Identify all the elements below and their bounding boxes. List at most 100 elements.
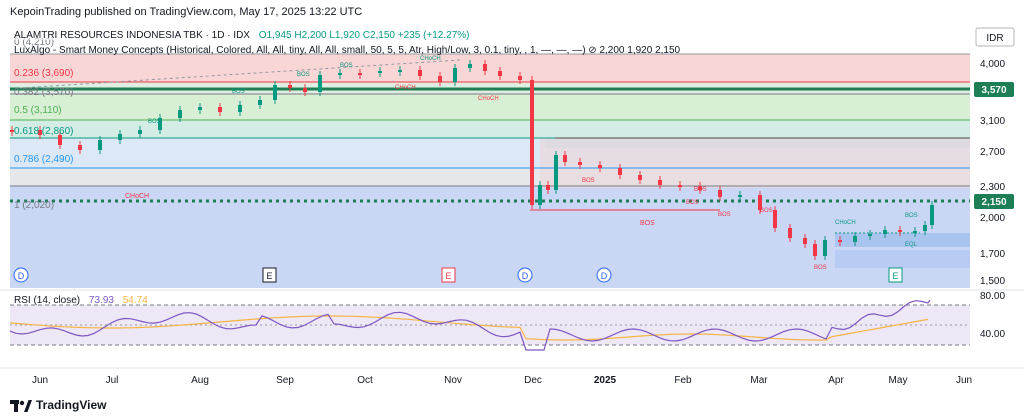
smc-label: BOS: [760, 208, 773, 214]
price-tick: 1,700: [980, 249, 1005, 260]
dividend-marker[interactable]: [13, 267, 29, 283]
smc-label: BOS: [694, 187, 707, 193]
marker-letter: E: [266, 271, 272, 281]
publish-header: KepoinTrading published on TradingView.c…: [0, 0, 1024, 26]
price-tick: 3,100: [980, 116, 1005, 127]
smc-label: CHoCH: [835, 220, 856, 226]
price-tick: 1,500: [980, 276, 1005, 287]
candle-body: [518, 76, 522, 80]
candle-body: [853, 236, 857, 242]
time-tick: Aug: [191, 375, 209, 386]
fib-label-0618: 0.618 (2,860): [14, 126, 74, 137]
smc-label: CHoCH: [395, 85, 416, 91]
candle-body: [738, 195, 742, 197]
price-badge-label: 3,570: [981, 85, 1006, 96]
time-tick: Apr: [828, 375, 844, 386]
time-tick: Mar: [750, 375, 768, 386]
fib-band-1-1618: [10, 186, 970, 288]
candle-body: [773, 210, 777, 228]
earnings-marker[interactable]: [888, 267, 903, 283]
candles-group: [10, 60, 934, 260]
smc-label: BOS: [814, 265, 827, 271]
price-tick: 2,300: [980, 182, 1005, 193]
candle-body: [58, 135, 62, 145]
candle-body: [198, 107, 202, 110]
fib-label-05: 0.5 (3,110): [14, 105, 62, 116]
smc-label: EQL: [905, 242, 918, 248]
demand-zone: [835, 233, 970, 247]
ohlc-values: O1,945 H2,200 L1,920 C2,150 +235 (+12.27…: [259, 30, 470, 41]
fib-band-05-0618: [10, 120, 970, 138]
smc-label: CHoCH: [478, 96, 499, 102]
time-tick: Feb: [674, 375, 692, 386]
rsi-line: [9, 299, 931, 351]
candle-body: [418, 70, 422, 76]
smc-label: BOS: [905, 213, 918, 219]
candle-body: [303, 88, 307, 92]
candle-body: [498, 71, 502, 76]
candle-body: [898, 230, 902, 232]
currency-button[interactable]: [975, 27, 1015, 47]
symbol-name: ALAMTRI RESOURCES INDONESIA TBK · 1D · I…: [14, 30, 250, 41]
candle-body: [598, 165, 602, 168]
smc-labels: BOS BOS BOS BOS CHoCH CHoCH CHoCH BOS BO…: [125, 56, 918, 271]
price-tick: 2,700: [980, 147, 1005, 158]
candle-body: [618, 168, 622, 175]
earnings-marker[interactable]: [262, 267, 277, 283]
rsi-value: 73.93: [89, 295, 114, 306]
candle-body: [178, 110, 182, 118]
price-axis[interactable]: [972, 26, 1024, 288]
candle-body: [468, 64, 472, 68]
earnings-marker[interactable]: [441, 267, 456, 283]
candle-body: [913, 231, 917, 233]
candle-body: [378, 71, 382, 73]
rsi-legend[interactable]: RSI (14, close) 73.93 54.74: [14, 295, 148, 306]
fib-label-0786: 0.786 (2,490): [14, 154, 74, 165]
candle-body: [788, 228, 792, 238]
rsi-tick: 80.00: [980, 291, 1005, 302]
smc-label: BOS: [582, 178, 595, 184]
candle-body: [578, 162, 582, 165]
price-badge-2150: [974, 194, 1014, 209]
premium-zone: [545, 138, 970, 148]
candle-body: [838, 240, 842, 242]
marker-letter: E: [892, 271, 898, 281]
candle-body: [638, 175, 642, 180]
candle-body: [358, 73, 362, 75]
candle-body: [438, 76, 442, 82]
smc-label: BOS: [340, 63, 353, 69]
time-tick: Dec: [524, 375, 542, 386]
candle-body: [554, 155, 558, 190]
candle-body: [678, 185, 682, 187]
dividend-marker[interactable]: [596, 267, 612, 283]
fib-band-0-0236: [10, 54, 970, 82]
candle-body: [883, 230, 887, 234]
smc-label: BOS: [148, 119, 161, 125]
event-markers: D E E D D E: [13, 267, 903, 283]
legend-symbol[interactable]: ALAMTRI RESOURCES INDONESIA TBK · 1D · I…: [14, 30, 469, 41]
price-badge-3570: [974, 82, 1014, 97]
candle-body: [453, 68, 457, 82]
candle-body: [318, 75, 322, 92]
candle-body: [138, 130, 142, 134]
smc-label: BOS: [640, 220, 655, 227]
indicator-legend[interactable]: LuxAlgo - Smart Money Concepts (Historic…: [14, 45, 681, 56]
candle-body: [10, 130, 14, 132]
currency-label: IDR: [986, 33, 1003, 44]
time-axis[interactable]: Jun Jul Aug Sep Oct Nov Dec 2025 Feb Mar…: [32, 375, 972, 386]
rsi-axis[interactable]: [972, 291, 1024, 367]
candle-body: [868, 234, 872, 236]
candle-body: [483, 64, 487, 71]
candle-body: [288, 85, 292, 88]
candle-body: [530, 80, 534, 205]
smc-label: BOS: [232, 89, 245, 95]
candle-body: [78, 145, 82, 150]
candle-body: [923, 225, 927, 231]
dividend-marker[interactable]: [517, 267, 533, 283]
candle-body: [38, 130, 42, 135]
smc-label: CHoCH: [420, 56, 441, 62]
tradingview-logo-icon: [10, 400, 32, 412]
price-tick: 2,000: [980, 213, 1005, 224]
candle-body: [118, 134, 122, 140]
